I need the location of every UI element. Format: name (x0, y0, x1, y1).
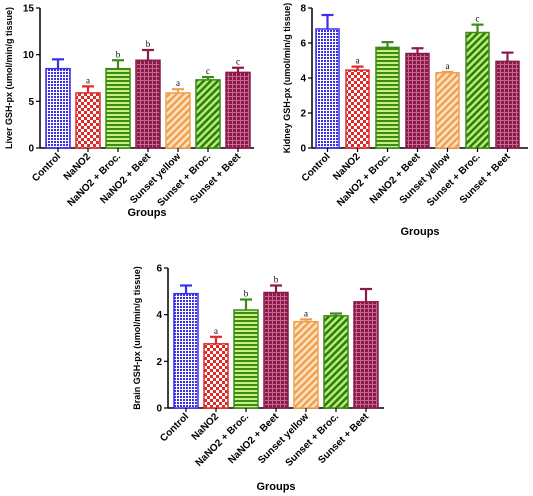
y-tick-label: 0 (300, 144, 306, 155)
bar-sunset-yellow (435, 72, 460, 149)
significance-label: a (214, 326, 218, 336)
significance-label: c (206, 66, 210, 76)
significance-label: b (116, 49, 121, 59)
y-tick-label: 2 (156, 357, 162, 368)
y-tick-label: 10 (23, 50, 35, 61)
x-axis-title: Groups (256, 481, 295, 493)
bar-nano2-broc- (105, 67, 131, 149)
x-tick-label: NaNO2 + Broc. (335, 151, 393, 209)
significance-label: b (244, 289, 249, 299)
significance-label: c (236, 57, 240, 67)
significance-label: c (476, 14, 480, 24)
y-tick-label: 15 (23, 4, 35, 15)
y-tick-label: 0 (28, 144, 34, 155)
bar-control (315, 28, 340, 149)
significance-label: a (176, 78, 180, 88)
x-tick-label: Control (30, 151, 63, 184)
bar-nano2-broc- (375, 46, 400, 149)
y-axis-title: Kidney GSH-px (umol/min/g tissue) (282, 3, 292, 154)
x-tick-label: Sunset + Broc. (284, 411, 342, 469)
bar-sunset-yellow (165, 92, 191, 149)
bar-sunset-broc- (195, 79, 221, 149)
bar-sunset-beet (495, 60, 520, 149)
y-tick-label: 6 (156, 264, 162, 275)
bar-sunset-beet (225, 71, 251, 149)
bar-sunset-broc- (465, 31, 490, 149)
bar-nano2-beet (135, 59, 161, 149)
y-tick-label: 4 (300, 74, 306, 85)
y-tick-label: 4 (156, 310, 162, 321)
significance-label: b (146, 39, 151, 49)
kidney-chart: 0 2 4 6 8 Kidney GSH-px (umol/min/g tissue) Co… (282, 3, 528, 238)
y-tick-label: 2 (300, 109, 306, 120)
x-tick-label: Control (300, 151, 333, 184)
bar-sunset-yellow (293, 320, 319, 409)
x-tick-label: NaNO2 + Broc. (66, 151, 124, 209)
x-tick-label: Sunset + Broc. (425, 151, 483, 209)
x-tick-label: NaNO2 + Broc. (194, 411, 252, 469)
bar-nano2 (345, 69, 370, 149)
bar-sunset-beet (353, 301, 379, 409)
bar-control (45, 67, 71, 149)
bar-nano2-beet (405, 52, 430, 149)
significance-label: a (356, 56, 360, 66)
brain-chart: 0 2 4 6 Brain GSH-px (umol/min/g tissue) Cont… (132, 264, 384, 493)
y-tick-label: 6 (300, 39, 306, 50)
y-axis-title: Liver GSH-px (umol/min/g tissue) (4, 7, 14, 149)
bar-nano2-broc- (233, 309, 259, 409)
significance-label: a (446, 61, 450, 71)
bar-nano2 (203, 343, 229, 409)
y-tick-label: 5 (28, 97, 34, 108)
significance-label: b (274, 275, 279, 285)
x-tick-label: Sunset + Broc. (156, 151, 214, 209)
y-axis-title: Brain GSH-px (umol/min/g tissue) (132, 266, 142, 410)
liver-chart: 0 5 10 15 Liver GSH-px (umol/min/g tissue) Co… (4, 4, 254, 219)
bar-sunset-broc- (323, 315, 349, 409)
y-tick-label: 0 (156, 404, 162, 415)
y-tick-label: 8 (300, 4, 306, 15)
bar-nano2 (75, 92, 101, 149)
x-axis-title: Groups (127, 207, 166, 219)
bar-control (173, 292, 199, 409)
significance-label: a (86, 75, 90, 85)
x-axis-title: Groups (400, 226, 439, 238)
significance-label: a (304, 308, 308, 318)
bar-nano2-beet (263, 291, 289, 409)
x-tick-label: Control (158, 411, 191, 444)
